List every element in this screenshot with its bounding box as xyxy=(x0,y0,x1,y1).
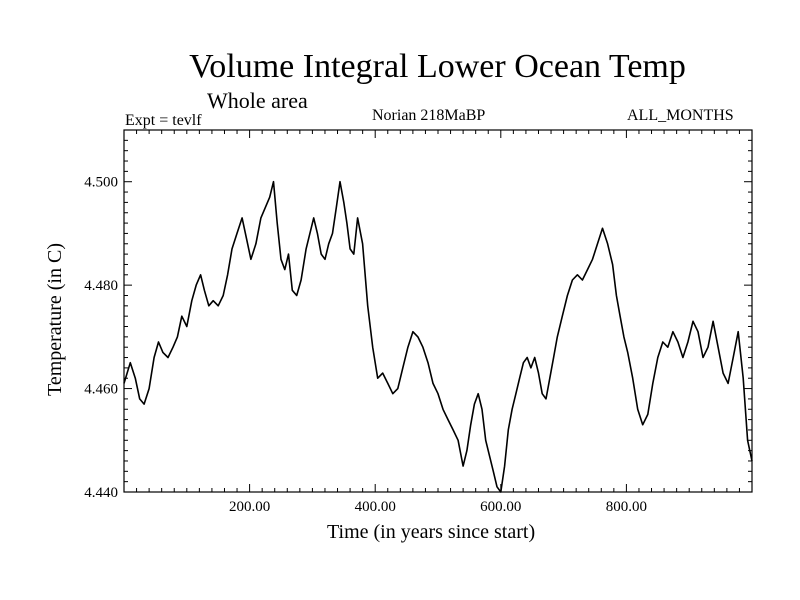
months-label: ALL_MONTHS xyxy=(627,107,734,124)
y-tick-label: 4.480 xyxy=(84,278,118,294)
x-tick-label: 200.00 xyxy=(229,499,270,515)
chart-series xyxy=(123,180,753,493)
plot-frame xyxy=(123,129,753,493)
chart-title: Volume Integral Lower Ocean Temp xyxy=(189,48,686,85)
y-tick-label: 4.440 xyxy=(84,485,118,501)
x-axis-label: Time (in years since start) xyxy=(327,521,536,543)
chart-subtitle: Whole area xyxy=(207,88,308,113)
experiment-label: Expt = tevlf xyxy=(125,112,202,129)
chart-ticks xyxy=(124,130,752,492)
x-tick-label: 800.00 xyxy=(606,499,647,515)
series-line xyxy=(123,180,753,493)
y-tick-label: 4.500 xyxy=(84,175,118,191)
chart-axes xyxy=(123,129,753,493)
y-tick-label: 4.460 xyxy=(84,382,118,398)
period-label: Norian 218MaBP xyxy=(372,107,486,124)
x-tick-label: 400.00 xyxy=(355,499,396,515)
x-tick-label: 600.00 xyxy=(480,499,521,515)
chart-tick-labels: 200.00 400.00 600.00 800.00 4.440 4.460 4.480 4… xyxy=(84,175,647,515)
